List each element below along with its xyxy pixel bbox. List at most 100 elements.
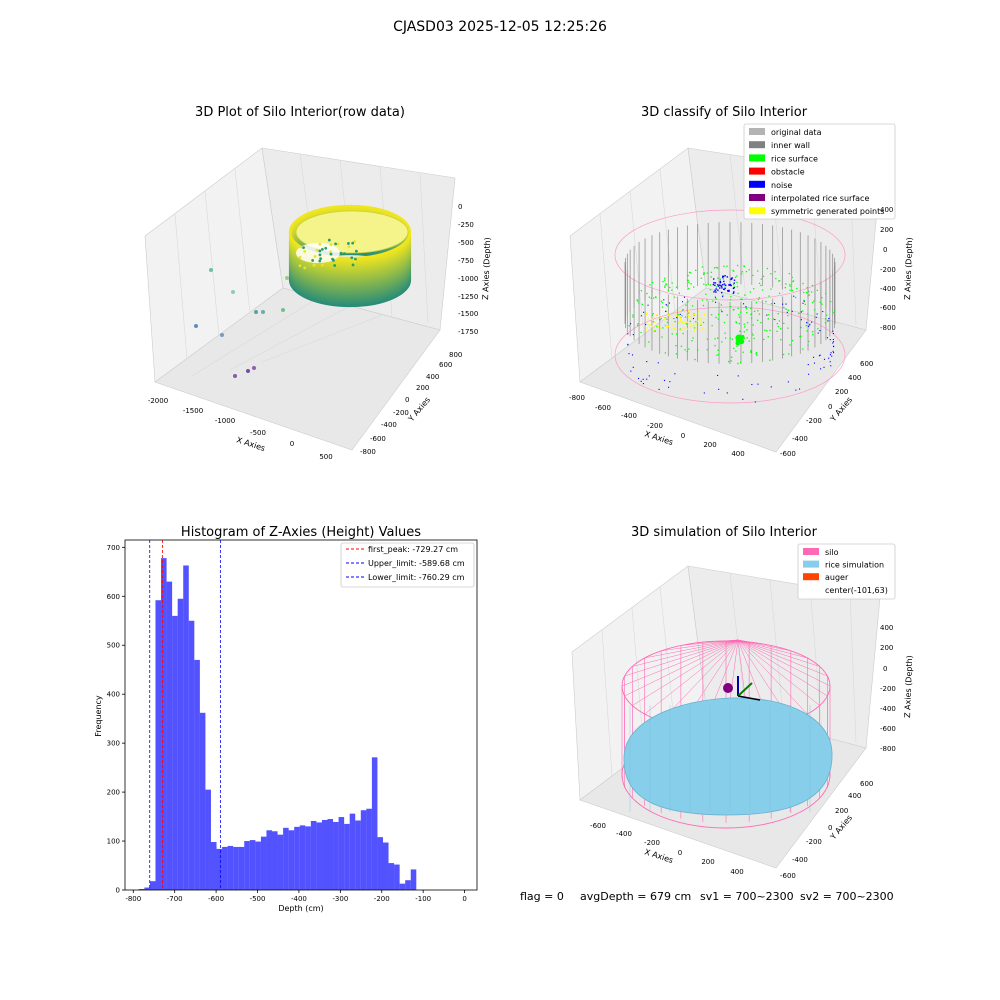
symmetric-point [693,329,695,332]
rice-surface-point [738,322,740,325]
histogram-bar [272,831,278,890]
panel2-legend: original data inner wall rice surface obsta… [743,123,896,220]
noise-point [663,379,666,381]
panel2-y-ticks: -600 -400 -200 0 200 400 600 [780,360,873,458]
noise-point [728,290,730,292]
noise-point [832,341,835,343]
raw-data-point [329,250,332,254]
histogram-bar [371,757,378,890]
p1-ztick: 0 [458,203,462,211]
rice-surface-point [687,288,689,290]
rice-surface-point [662,280,664,283]
rice-surface-point [705,293,707,295]
p2-ytick: -600 [780,450,796,458]
rice-surface-point [722,294,724,296]
histogram-bar [238,846,245,890]
symmetric-point [670,315,672,317]
symmetric-point [646,314,648,316]
p4-ztick: -600 [880,725,896,733]
noise-point [830,352,832,354]
noise-point [722,288,725,290]
noise-point [830,365,832,367]
rice-surface-point [736,275,738,277]
panel1-xlabel: X Axies [235,435,266,453]
noise-point [731,277,733,279]
rice-surface-point [735,322,738,324]
rice-surface-point [687,279,689,282]
silo-roof-wire [737,639,791,652]
noise-point [640,380,642,382]
p4-ytick: -400 [792,856,808,864]
symmetric-point [683,326,685,329]
rice-surface-point [628,325,630,327]
rice-surface-point [678,292,680,294]
histogram-bar [249,840,256,890]
histogram-bar [233,846,239,890]
rice-surface-point [680,316,682,319]
histogram-frame [124,539,478,891]
noise-point [657,362,659,364]
silo-roof-wire [661,639,739,652]
panel-raw-data: 3D Plot of Silo Interior(row data) -2000… [144,105,492,461]
rice-surface-point [702,321,705,324]
rice-surface-point [664,277,666,279]
rice-surface-point [760,321,762,324]
rice-surface-point [813,309,816,311]
symmetric-point [693,313,696,316]
rice-surface-point [727,360,730,363]
symmetric-point [668,318,671,320]
histogram-x-tick-label: -400 [291,895,307,903]
symmetric-point [666,326,668,328]
noise-point [715,301,717,303]
noise-point [627,343,629,345]
rice-surface-point [664,285,666,287]
rice-surface-point [651,314,653,316]
histogram-y-tick-label: 300 [107,740,120,748]
p1-xtick: -2000 [148,397,168,405]
symmetric-point [690,318,693,320]
silo-roof-wire [737,639,808,715]
raw-data-point [347,245,351,249]
raw-data-point [303,266,307,270]
rice-surface-point [715,266,717,269]
noise-point [683,296,686,298]
raw-outlier-point [194,324,198,328]
raw-data-point [319,257,323,261]
noise-point [724,289,726,291]
symmetric-point [692,313,695,316]
panel-simulation: 3D simulation of Silo Interior silo rice … [571,525,914,880]
rice-surface-point [821,297,823,299]
rice-surface-point [688,348,690,350]
rice-surface-point [711,314,713,316]
noise-point [682,309,684,311]
p2-ytick: -400 [792,435,808,443]
rice-surface-point [807,313,809,315]
noise-point [631,354,634,356]
symmetric-point [656,318,658,321]
panel2-legend-label: original data [771,128,822,137]
noise-point [703,392,705,394]
rice-surface-point [662,327,664,329]
raw-data-point [327,238,331,242]
raw-data-point [299,245,303,249]
rice-surface-point [734,276,737,278]
noise-point [632,366,634,368]
p2-xtick: -200 [647,422,663,430]
rice-surface-point [654,330,656,332]
rice-surface-point [769,329,771,332]
rice-surface-point [646,292,648,295]
rice-surface-point [701,266,704,268]
p1-xtick: -1500 [183,407,203,415]
noise-point [728,284,730,286]
rice-surface-point [832,311,834,314]
noise-point [782,303,784,305]
symmetric-point [656,317,659,319]
p4-xtick: 400 [730,868,743,876]
rice-surface-point [736,345,738,347]
symmetric-point [700,317,702,320]
rice-surface-point [661,302,663,304]
rice-surface-point [641,303,643,305]
rice-surface-point [722,278,725,280]
symmetric-point [680,315,683,318]
histogram-x-tick-label: -100 [415,895,431,903]
